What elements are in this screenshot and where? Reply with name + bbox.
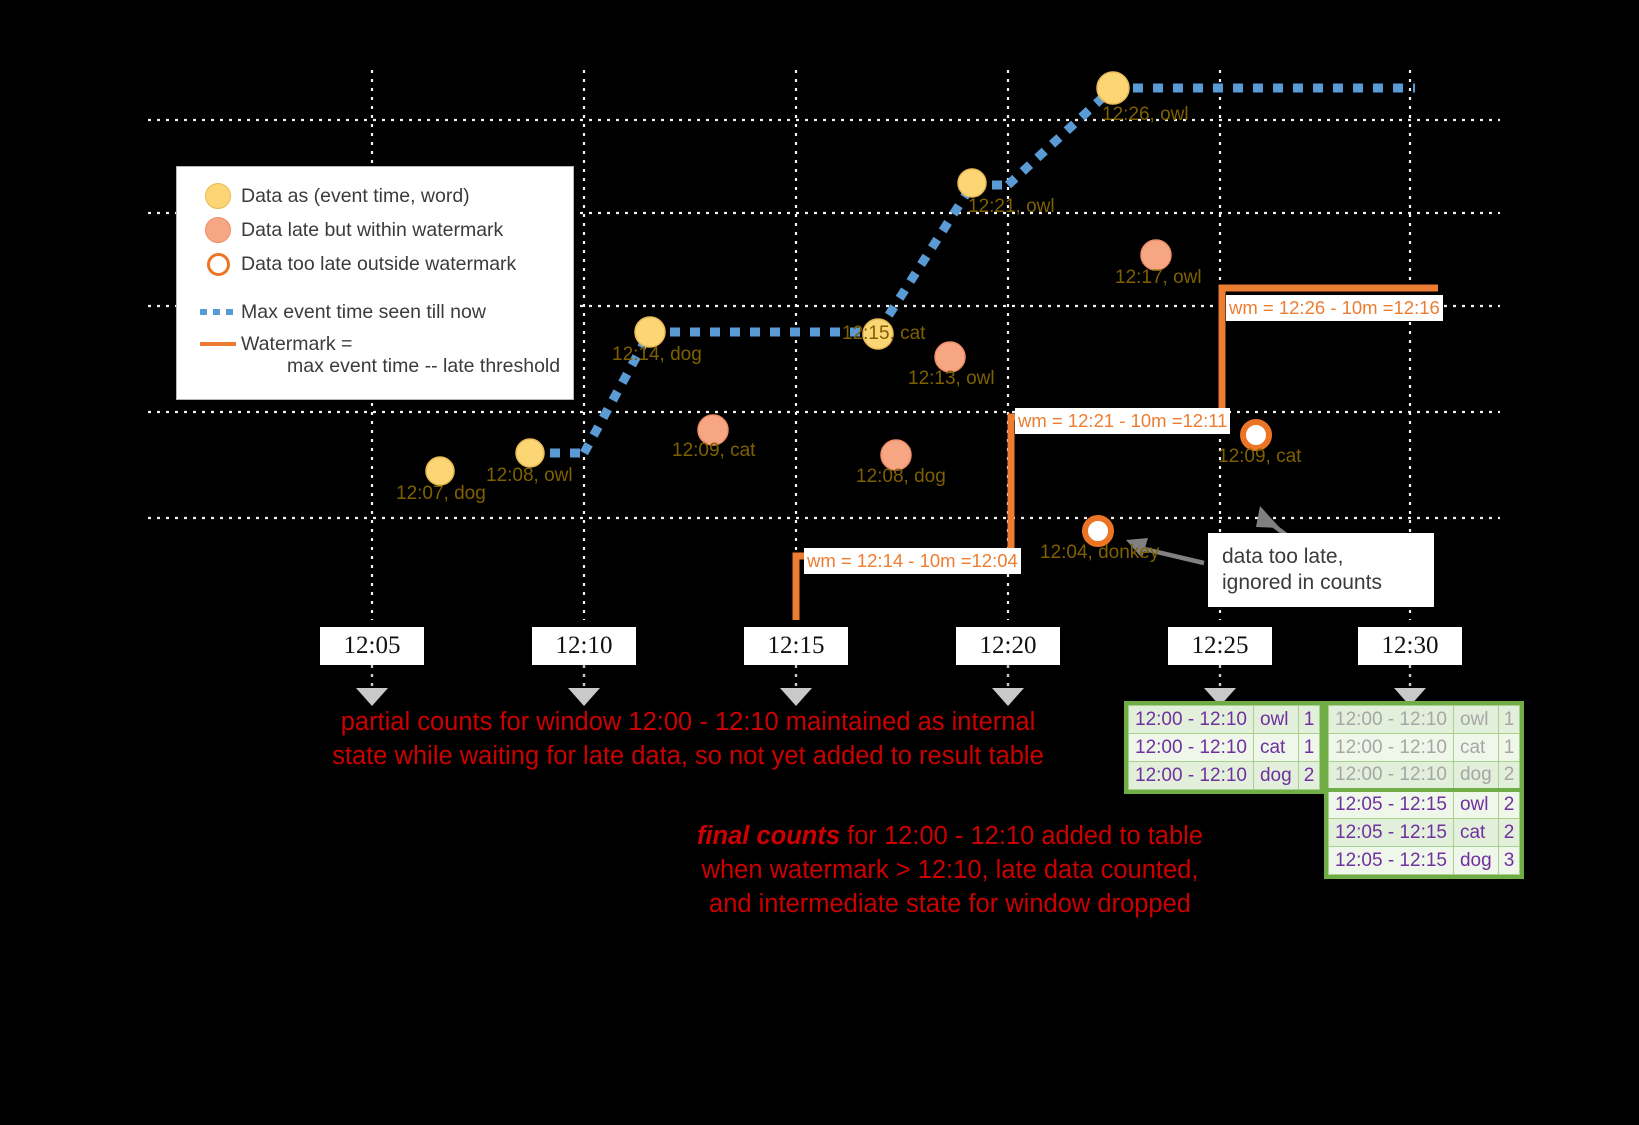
cell-count: 2 — [1497, 788, 1521, 819]
legend-label: Data too late outside watermark — [241, 252, 517, 275]
cell-word: dog — [1452, 761, 1499, 791]
cell-count: 2 — [1497, 818, 1521, 847]
event-label-1221-owl: 12:21, owl — [968, 196, 1055, 217]
table-row: 12:05 - 12:15 dog 3 — [1328, 846, 1521, 875]
annotation-final-counts: final counts for 12:00 - 12:10 added to … — [640, 820, 1260, 922]
axis-tick-1215: 12:15 — [744, 627, 848, 665]
legend-item-max-event-time: Max event time seen till now — [195, 295, 573, 329]
cell-window: 12:00 - 12:10 — [1128, 733, 1254, 762]
cell-count: 1 — [1297, 705, 1321, 734]
event-label-1215-cat: 12:15, cat — [842, 323, 926, 344]
annotation-final-line-3: and intermediate state for window droppe… — [709, 889, 1191, 918]
callout-line-1: data too late, — [1222, 545, 1344, 569]
event-label-1226-owl: 12:26, owl — [1102, 104, 1189, 125]
table-row: 12:00 - 12:10 dog 2 — [1328, 761, 1521, 791]
cell-word: cat — [1452, 818, 1499, 847]
annotation-final-lead: final counts — [696, 822, 841, 850]
cell-count: 3 — [1497, 846, 1521, 875]
cell-window: 12:00 - 12:10 — [1128, 705, 1254, 734]
event-label-1214-dog: 12:14, dog — [612, 344, 702, 365]
cell-word: dog — [1252, 761, 1299, 790]
cell-window: 12:05 - 12:15 — [1328, 818, 1454, 847]
cell-count: 1 — [1297, 733, 1321, 762]
cell-word: dog — [1452, 846, 1499, 875]
table-row: 12:05 - 12:15 owl 2 — [1328, 788, 1521, 819]
result-table-1225: 12:00 - 12:10 owl 1 12:00 - 12:10 cat 1 12:00 … — [1124, 701, 1325, 794]
result-table-1225-body: 12:00 - 12:10 owl 1 12:00 - 12:10 cat 1 12:00 … — [1128, 705, 1321, 790]
axis-tick-1205: 12:05 — [320, 627, 424, 665]
annotation-partial-counts: partial counts for window 12:00 - 12:10 … — [318, 706, 1058, 774]
axis-tick-1210: 12:10 — [532, 627, 636, 665]
annotation-final-line-1: final counts for 12:00 - 12:10 added to … — [640, 820, 1260, 854]
watermark-label-1211: wm = 12:21 - 10m =12:11 — [1015, 408, 1231, 434]
callout-line-2: ignored in counts — [1222, 571, 1382, 594]
cell-window: 12:00 - 12:10 — [1328, 761, 1454, 791]
legend-label: Data late but within watermark — [241, 218, 504, 241]
table-row: 12:00 - 12:10 cat 1 — [1328, 733, 1521, 762]
legend-watermark-sublabel: max event time -- late threshold — [287, 355, 561, 377]
cell-count: 1 — [1497, 705, 1521, 734]
filled-salmon-circle-icon — [195, 217, 241, 243]
cell-word: owl — [1252, 705, 1299, 734]
watermark-label-1216: wm = 12:26 - 10m =12:16 — [1226, 295, 1443, 321]
event-label-1208-dog: 12:08, dog — [856, 466, 946, 487]
cell-count: 2 — [1297, 761, 1321, 790]
legend-label: Max event time seen till now — [241, 300, 486, 323]
event-label-1217-owl: 12:17, owl — [1115, 267, 1202, 288]
axis-tick-1225: 12:25 — [1168, 627, 1272, 665]
too-late-callout: data too late, ignored in counts — [1208, 533, 1434, 607]
annotation-final-line-2: when watermark > 12:10, late data counte… — [701, 855, 1199, 884]
legend-label: Watermark = — [241, 332, 353, 355]
legend-box: Data as (event time, word) Data late but… — [176, 166, 574, 400]
axis-tick-1220: 12:20 — [956, 627, 1060, 665]
legend-item-late-within: Data late but within watermark — [195, 213, 573, 247]
hollow-orange-circle-icon — [195, 252, 241, 276]
legend-item-watermark: Watermark = — [195, 329, 573, 359]
cell-word: cat — [1452, 733, 1499, 762]
table-row: 12:00 - 12:10 owl 1 — [1328, 705, 1521, 734]
cell-window: 12:05 - 12:15 — [1328, 846, 1454, 875]
legend-item-ontime: Data as (event time, word) — [195, 179, 573, 213]
event-label-1213-owl: 12:13, owl — [908, 368, 995, 389]
event-label-1204-donkey: 12:04, donkey — [1040, 542, 1160, 563]
result-table-1230: 12:00 - 12:10 owl 1 12:00 - 12:10 cat 1 12:00 … — [1324, 701, 1525, 879]
cell-count: 1 — [1497, 733, 1521, 762]
event-label-1209-cat: 12:09, cat — [672, 440, 756, 461]
axis-tick-1230: 12:30 — [1358, 627, 1462, 665]
table-row: 12:05 - 12:15 cat 2 — [1328, 818, 1521, 847]
cell-window: 12:00 - 12:10 — [1328, 705, 1454, 734]
legend-label: Data as (event time, word) — [241, 184, 470, 207]
orange-solid-line-icon — [195, 342, 241, 346]
cell-window: 12:05 - 12:15 — [1328, 788, 1454, 819]
legend-item-too-late: Data too late outside watermark — [195, 247, 573, 281]
annotation-final-rest: for 12:00 - 12:10 added to table — [840, 822, 1204, 850]
annotation-partial-line-1: partial counts for window 12:00 - 12:10 … — [340, 708, 1036, 736]
table-row: 12:00 - 12:10 cat 1 — [1128, 733, 1321, 762]
event-label-1209-cat-late: 12:09, cat — [1218, 446, 1302, 467]
watermark-label-1204: wm = 12:14 - 10m =12:04 — [804, 548, 1021, 574]
annotation-partial-line-2: state while waiting for late data, so no… — [332, 741, 1044, 770]
cell-count: 2 — [1497, 761, 1521, 791]
event-label-1207-dog: 12:07, dog — [396, 483, 486, 504]
cell-word: owl — [1452, 788, 1499, 819]
event-label-1208-owl: 12:08, owl — [486, 465, 573, 486]
table-row: 12:00 - 12:10 dog 2 — [1128, 761, 1321, 790]
cell-window: 12:00 - 12:10 — [1328, 733, 1454, 762]
result-table-1230-body: 12:00 - 12:10 owl 1 12:00 - 12:10 cat 1 12:00 … — [1328, 705, 1521, 875]
filled-yellow-circle-icon — [195, 183, 241, 209]
cell-word: cat — [1252, 733, 1299, 762]
table-row: 12:00 - 12:10 owl 1 — [1128, 705, 1321, 734]
cell-window: 12:00 - 12:10 — [1128, 761, 1254, 790]
blue-dotted-line-icon — [195, 309, 241, 315]
cell-word: owl — [1452, 705, 1499, 734]
